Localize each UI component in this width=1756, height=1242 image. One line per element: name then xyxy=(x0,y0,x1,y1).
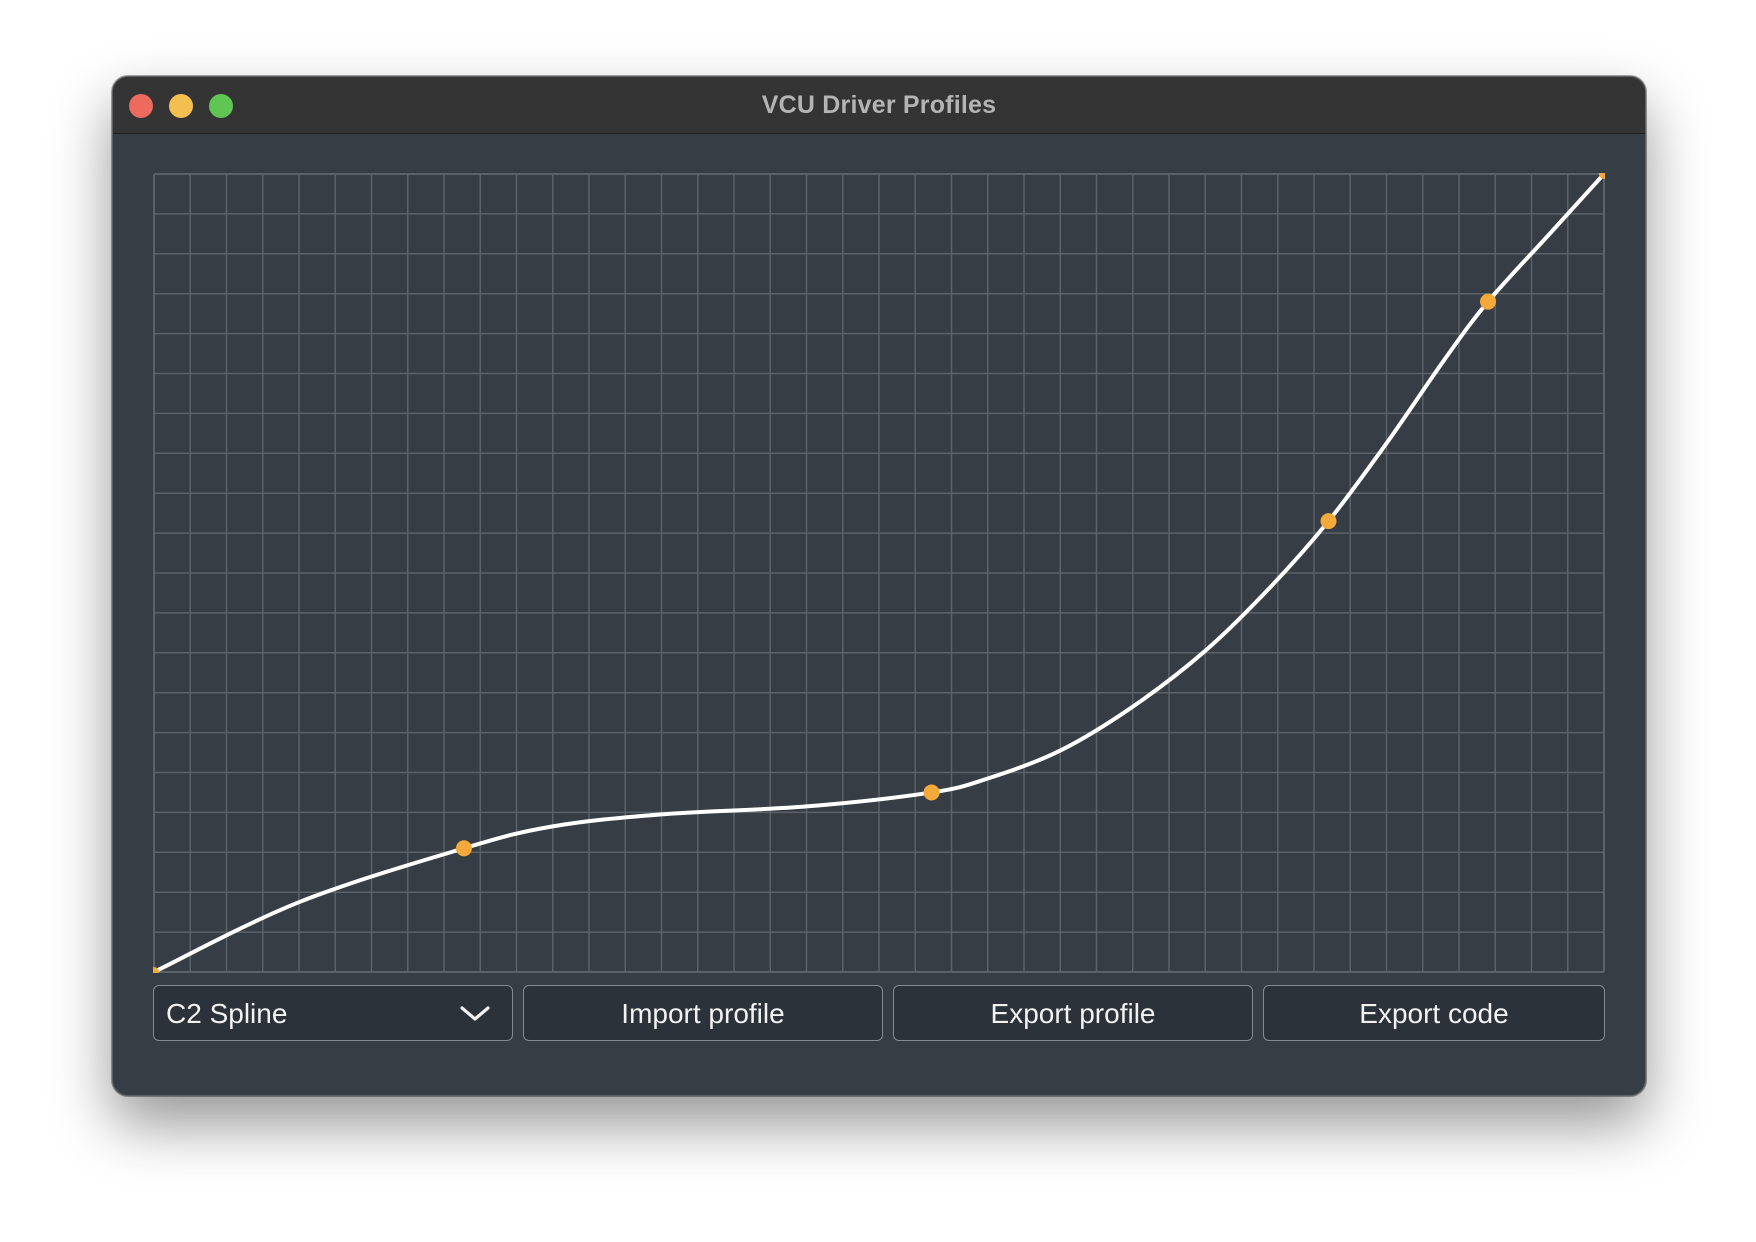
title-bar[interactable]: VCU Driver Profiles xyxy=(113,77,1645,134)
profile-curve-group xyxy=(153,173,1605,973)
close-window-button[interactable] xyxy=(129,94,153,118)
control-point[interactable] xyxy=(455,840,472,857)
app-window: VCU Driver Profiles C2 Spline Import pro… xyxy=(112,76,1646,1096)
chevron-down-icon xyxy=(460,1006,490,1021)
control-point[interactable] xyxy=(153,967,159,973)
control-point[interactable] xyxy=(1320,513,1337,530)
interpolation-select[interactable]: C2 Spline xyxy=(153,985,513,1041)
export-profile-button[interactable]: Export profile xyxy=(893,985,1253,1041)
controls-bar: C2 Spline Import profile Export profile … xyxy=(153,985,1605,1045)
control-points-group[interactable] xyxy=(153,173,1605,973)
zoom-window-button[interactable] xyxy=(209,94,233,118)
control-point[interactable] xyxy=(923,784,940,801)
control-point[interactable] xyxy=(1480,293,1496,310)
window-title: VCU Driver Profiles xyxy=(761,91,997,119)
profile-curve xyxy=(153,173,1605,973)
interpolation-select-value: C2 Spline xyxy=(166,998,288,1029)
profile-chart[interactable] xyxy=(153,173,1605,973)
export-code-button[interactable]: Export code xyxy=(1263,985,1605,1041)
minimize-window-button[interactable] xyxy=(169,94,193,118)
profile-chart-svg[interactable] xyxy=(153,173,1605,973)
import-profile-button[interactable]: Import profile xyxy=(523,985,883,1041)
control-point[interactable] xyxy=(1599,173,1605,179)
chart-grid xyxy=(153,173,1605,973)
